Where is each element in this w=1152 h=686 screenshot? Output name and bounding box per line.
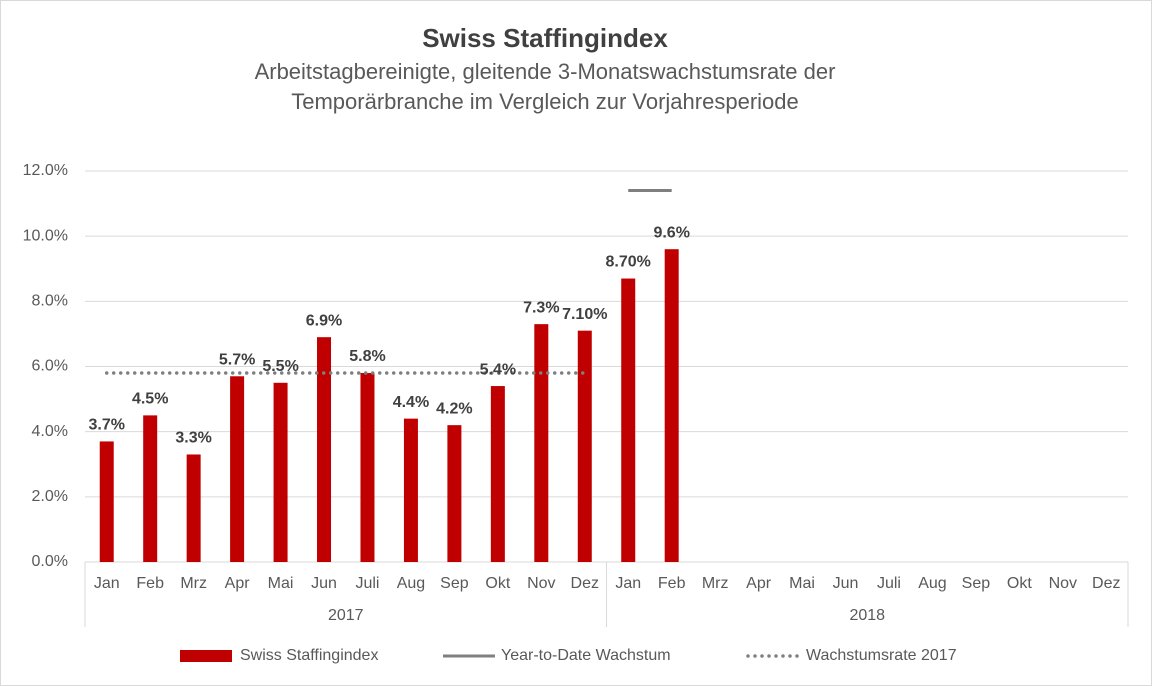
y-tick-label: 6.0%	[32, 358, 68, 375]
x-tick-label: Nov	[1049, 575, 1077, 592]
x-tick-label: Mai	[268, 575, 294, 592]
group-label: 2017	[328, 607, 364, 624]
chart-subtitle: Temporärbranche im Vergleich zur Vorjahr…	[291, 89, 798, 114]
x-tick-label: Sep	[440, 575, 469, 592]
bar	[317, 337, 332, 562]
bar	[621, 278, 636, 562]
y-tick-label: 2.0%	[32, 488, 68, 505]
data-label: 7.3%	[523, 299, 559, 316]
x-tick-label: Sep	[962, 575, 991, 592]
data-label: 5.4%	[480, 361, 516, 378]
bar	[534, 324, 549, 562]
bar	[447, 425, 462, 562]
chart-subtitle: Arbeitstagbereinigte, gleitende 3-Monats…	[255, 59, 836, 84]
x-tick-label: Aug	[918, 575, 946, 592]
x-tick-label: Apr	[746, 575, 772, 592]
x-tick-label: Juli	[355, 575, 379, 592]
x-tick-label: Mrz	[702, 575, 729, 592]
data-label: 6.9%	[306, 312, 342, 329]
data-label: 4.2%	[436, 400, 472, 417]
bar	[230, 376, 245, 562]
x-tick-label: Feb	[658, 575, 686, 592]
x-tick-label: Jan	[615, 575, 641, 592]
x-tick-label: Mrz	[180, 575, 207, 592]
bar	[99, 441, 114, 562]
x-tick-label: Dez	[1092, 575, 1120, 592]
x-tick-label: Nov	[527, 575, 555, 592]
data-label: 9.6%	[653, 224, 689, 241]
bar	[577, 330, 592, 562]
x-tick-label: Dez	[571, 575, 599, 592]
legend-swatch	[180, 650, 232, 662]
x-tick-label: Okt	[1007, 575, 1032, 592]
data-label: 5.5%	[262, 358, 298, 375]
data-label: 5.8%	[349, 348, 385, 365]
data-label: 4.4%	[393, 394, 429, 411]
x-tick-label: Jan	[94, 575, 120, 592]
y-tick-label: 0.0%	[32, 553, 68, 570]
chart-title: Swiss Staffingindex	[422, 23, 668, 53]
y-tick-label: 12.0%	[23, 162, 68, 179]
legend-label: Wachstumsrate 2017	[806, 647, 957, 664]
y-tick-label: 10.0%	[23, 227, 68, 244]
bar	[143, 415, 158, 562]
data-label: 3.7%	[88, 417, 124, 434]
x-tick-label: Juli	[877, 575, 901, 592]
data-label: 3.3%	[175, 430, 211, 447]
bar	[403, 418, 418, 562]
group-label: 2018	[849, 607, 885, 624]
x-tick-label: Mai	[789, 575, 815, 592]
y-tick-label: 4.0%	[32, 423, 68, 440]
x-tick-label: Jun	[311, 575, 337, 592]
bar	[664, 249, 679, 562]
bar	[490, 386, 505, 562]
x-tick-label: Feb	[136, 575, 164, 592]
data-label: 8.70%	[606, 254, 651, 271]
legend-label: Swiss Staffingindex	[240, 647, 378, 664]
x-tick-label: Jun	[833, 575, 859, 592]
data-label: 7.10%	[562, 306, 607, 323]
x-tick-label: Aug	[397, 575, 425, 592]
data-label: 4.5%	[132, 391, 168, 408]
legend-label: Year-to-Date Wachstum	[501, 647, 671, 664]
bar	[273, 382, 288, 562]
x-tick-label: Apr	[225, 575, 251, 592]
bar	[186, 454, 201, 562]
x-tick-label: Okt	[485, 575, 510, 592]
data-label: 5.7%	[219, 351, 255, 368]
y-tick-label: 8.0%	[32, 293, 68, 310]
bar	[360, 373, 375, 562]
